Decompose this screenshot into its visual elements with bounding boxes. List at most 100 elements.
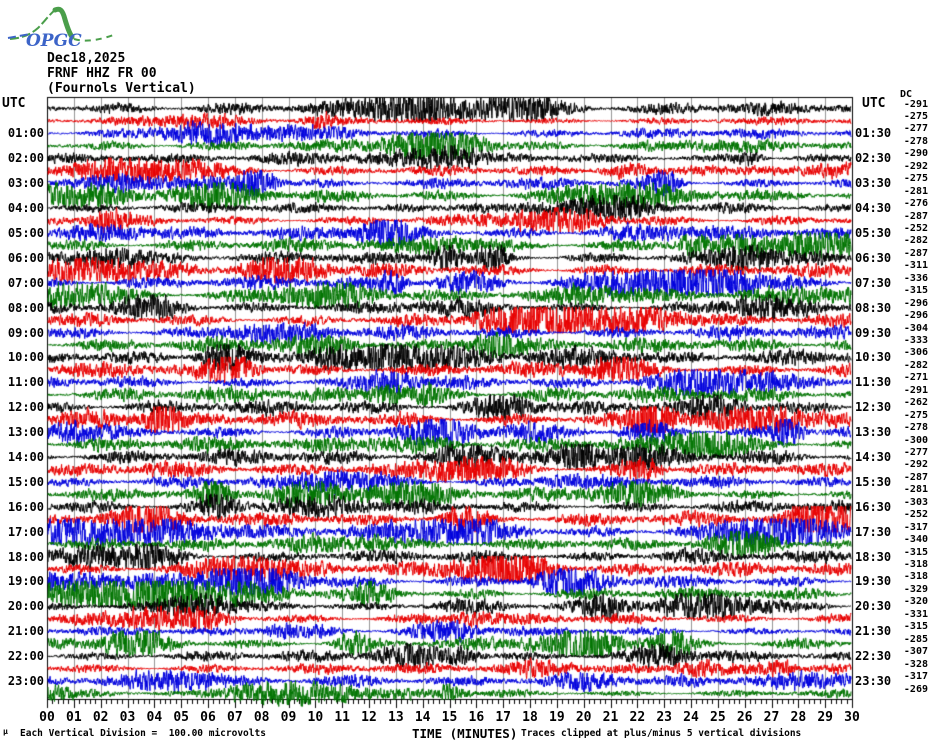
dc-offset-value: -278 <box>903 422 928 434</box>
left-time-label: 14:00 <box>7 450 44 465</box>
micro-unit-mark: µ <box>3 727 8 736</box>
plot-header: Dec18,2025 FRNF HHZ FR 00 (Fournols Vert… <box>47 51 196 96</box>
dc-offset-value: -277 <box>903 447 928 459</box>
dc-offset-value: -336 <box>903 272 928 284</box>
header-station-description: (Fournols Vertical) <box>47 81 196 96</box>
right-time-label: 22:30 <box>855 649 892 664</box>
right-time-label: 02:30 <box>855 151 892 166</box>
x-axis-tick-label: 12 <box>361 710 377 725</box>
right-time-label: 04:30 <box>855 201 892 216</box>
dc-offset-value: -281 <box>903 484 928 496</box>
dc-offset-value: -262 <box>903 397 928 409</box>
x-axis-tick-label: 02 <box>92 710 109 725</box>
dc-offset-value: -318 <box>903 559 928 571</box>
right-time-label: 01:30 <box>855 126 892 141</box>
x-axis-tick-label: 08 <box>253 710 270 725</box>
dc-offset-value: -278 <box>903 135 928 147</box>
dc-offset-value: -300 <box>903 434 928 446</box>
dc-offset-value: -315 <box>903 621 928 633</box>
dc-offset-value: -291 <box>903 384 928 396</box>
right-time-label: 18:30 <box>855 549 892 564</box>
left-time-label: 17:00 <box>7 524 44 539</box>
left-time-label: 01:00 <box>7 126 44 141</box>
dc-offset-value: -320 <box>903 596 928 608</box>
utc-header-right: UTC <box>862 96 886 111</box>
dc-offset-value: -290 <box>903 148 928 160</box>
right-time-label: 13:30 <box>855 425 892 440</box>
left-time-label: 19:00 <box>7 574 44 589</box>
x-axis-tick-label: 06 <box>200 710 216 725</box>
left-time-label: 12:00 <box>7 400 44 415</box>
x-axis-tick-label: 30 <box>844 710 860 725</box>
header-date: Dec18,2025 <box>47 51 126 66</box>
left-time-label: 05:00 <box>7 225 44 240</box>
opgc-logo: OPGC <box>7 6 117 51</box>
left-time-label: 09:00 <box>7 325 44 340</box>
right-time-label: 16:30 <box>855 499 892 514</box>
x-axis-tick-label: 04 <box>146 710 163 725</box>
left-time-label: 06:00 <box>7 250 44 265</box>
x-axis-tick-label: 17 <box>495 710 511 725</box>
x-axis-tick-label: 22 <box>629 710 646 725</box>
x-axis-tick-label: 16 <box>468 710 485 725</box>
x-axis-title: TIME (MINUTES) <box>412 726 518 741</box>
left-time-label: 03:00 <box>7 176 44 191</box>
logo-text: OPGC <box>26 31 82 51</box>
dc-offset-value: -296 <box>903 310 928 322</box>
left-time-label: 13:00 <box>7 425 44 440</box>
dc-offset-value: -317 <box>903 521 928 533</box>
left-time-label: 15:00 <box>7 474 44 489</box>
dc-offset-value: -277 <box>903 123 928 135</box>
x-axis-tick-label: 25 <box>710 710 726 725</box>
dc-offset-value: -333 <box>903 334 928 346</box>
logo-underline-dash <box>7 33 31 39</box>
dc-offset-value: -292 <box>903 160 928 172</box>
dc-offset-value: -328 <box>903 658 928 670</box>
dc-offset-value: -304 <box>903 322 928 334</box>
dc-offset-value: -303 <box>903 496 928 508</box>
dc-offset-value: -252 <box>903 222 928 234</box>
right-time-label: 09:30 <box>855 325 892 340</box>
dc-offset-value: -285 <box>903 633 928 645</box>
dc-offset-value: -275 <box>903 110 928 122</box>
right-time-label: 06:30 <box>855 250 892 265</box>
x-axis-tick-label: 05 <box>173 710 189 725</box>
dc-offset-value: -287 <box>903 471 928 483</box>
right-time-label: 11:30 <box>855 375 892 390</box>
dc-offset-value: -340 <box>903 534 928 546</box>
left-time-label: 22:00 <box>7 649 44 664</box>
dc-offset-value: -317 <box>903 671 928 683</box>
dc-offset-value: -331 <box>903 608 928 620</box>
right-time-label: 08:30 <box>855 300 892 315</box>
dc-offset-value: -291 <box>903 98 928 110</box>
dc-offset-header: DC <box>899 89 912 100</box>
right-time-label: 05:30 <box>855 225 892 240</box>
right-time-label: 15:30 <box>855 474 892 489</box>
dc-offset-value: -282 <box>903 359 928 371</box>
left-time-label: 07:00 <box>7 275 44 290</box>
left-time-label: 08:00 <box>7 300 44 315</box>
right-time-label: 10:30 <box>855 350 892 365</box>
left-time-label: 10:00 <box>7 350 44 365</box>
right-time-label: 23:30 <box>855 674 892 689</box>
right-time-label: 12:30 <box>855 400 892 415</box>
x-axis-tick-label: 15 <box>441 710 458 725</box>
x-axis-tick-label: 24 <box>683 710 699 725</box>
dc-offset-value: -311 <box>903 260 928 272</box>
dc-offset-value: -282 <box>903 235 928 247</box>
left-time-label: 04:00 <box>7 201 44 216</box>
right-time-label: 17:30 <box>855 524 892 539</box>
dc-offset-value: -252 <box>903 509 928 521</box>
right-time-label: 19:30 <box>855 574 892 589</box>
right-time-label: 21:30 <box>855 624 892 639</box>
x-axis-tick-label: 01 <box>66 710 82 725</box>
x-axis-tick-label: 03 <box>119 710 136 725</box>
x-axis-tick-label: 26 <box>736 710 753 725</box>
dc-offset-value: -315 <box>903 546 928 558</box>
x-axis-tick-label: 11 <box>334 710 350 725</box>
dc-offset-value: -315 <box>903 285 928 297</box>
x-axis-tick-label: 18 <box>522 710 538 725</box>
dc-offset-value: -307 <box>903 646 928 658</box>
